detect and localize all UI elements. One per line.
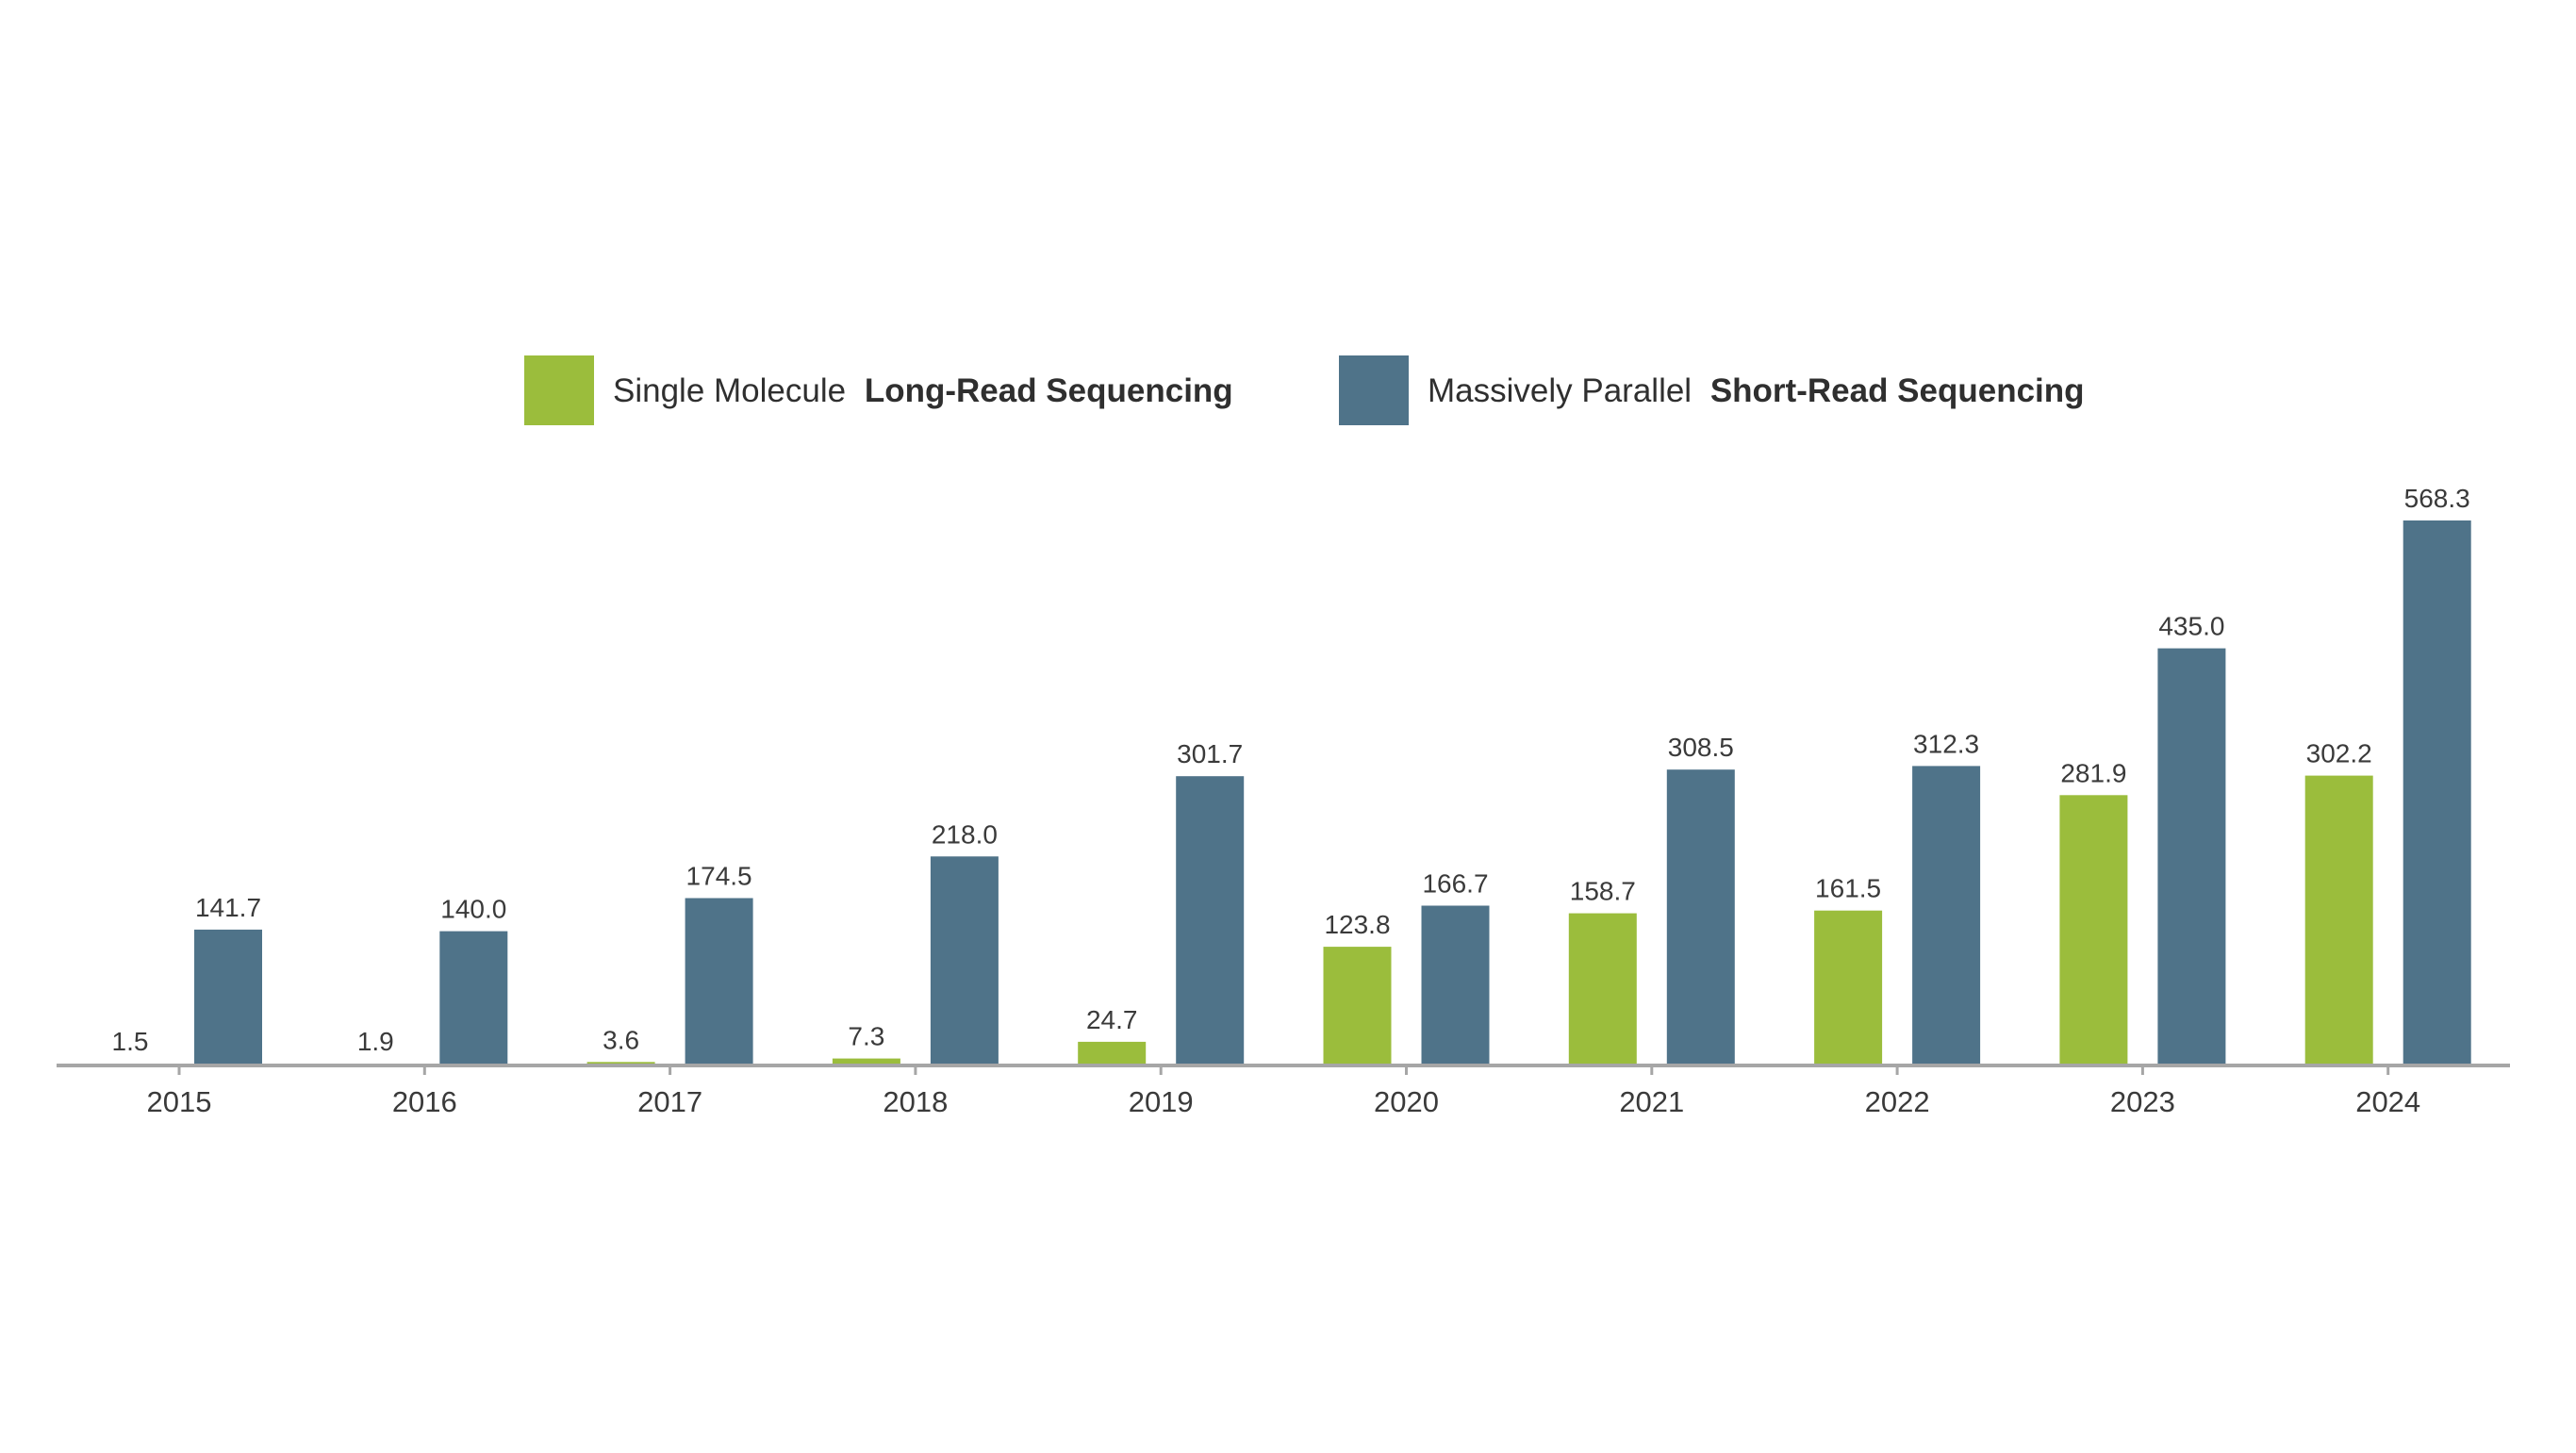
bar-short-read-2020 [1421, 905, 1490, 1065]
value-label-long-read-2017: 3.6 [603, 1025, 639, 1054]
value-label-short-read-2015: 141.7 [195, 893, 261, 922]
x-tick-label-2021: 2021 [1619, 1085, 1684, 1118]
value-label-long-read-2015: 1.5 [112, 1027, 149, 1056]
x-tick-label-2016: 2016 [392, 1085, 457, 1118]
legend: Single Molecule Long-Read Sequencing Mas… [524, 355, 2085, 425]
x-tick-label-2017: 2017 [637, 1085, 702, 1118]
x-axis [57, 1064, 2510, 1075]
bar-short-read-2018 [930, 856, 999, 1065]
bar-short-read-2016 [439, 931, 508, 1065]
value-label-short-read-2017: 174.5 [686, 862, 752, 891]
bar-long-read-2023 [2059, 795, 2128, 1065]
x-tick-label-2019: 2019 [1129, 1085, 1194, 1118]
value-label-long-read-2024: 302.2 [2306, 739, 2372, 768]
bar-short-read-2017 [685, 898, 753, 1065]
value-label-short-read-2018: 218.0 [932, 819, 998, 849]
bar-long-read-2019 [1078, 1041, 1147, 1065]
x-tick-label-2022: 2022 [1865, 1085, 1930, 1118]
legend-swatch-long-read [524, 355, 594, 425]
value-label-short-read-2020: 166.7 [1422, 869, 1488, 899]
bar-short-read-2024 [2403, 520, 2471, 1065]
value-label-long-read-2019: 24.7 [1086, 1005, 1138, 1034]
legend-label-short-read: Massively Parallel Short-Read Sequencing [1428, 372, 2085, 409]
x-tick-label-2023: 2023 [2110, 1085, 2175, 1118]
bar-long-read-2024 [2304, 775, 2373, 1065]
value-label-short-read-2023: 435.0 [2158, 612, 2224, 641]
legend-label-long-read-bold: Long-Read Sequencing [865, 372, 1233, 409]
value-label-long-read-2018: 7.3 [848, 1022, 884, 1051]
value-label-short-read-2022: 312.3 [1913, 729, 1979, 758]
value-label-long-read-2020: 123.8 [1324, 910, 1390, 939]
x-tick-label-2018: 2018 [883, 1085, 948, 1118]
value-label-short-read-2021: 308.5 [1668, 733, 1734, 762]
legend-label-short-read-regular: Massively Parallel [1428, 372, 1692, 409]
x-tick-labels: 2015 2016 2017 2018 2019 2020 2021 2022 2023 2024 [147, 1085, 2421, 1118]
value-label-long-read-2023: 281.9 [2060, 758, 2126, 787]
legend-label-short-read-bold: Short-Read Sequencing [1710, 372, 2085, 409]
bar-short-read-2019 [1176, 776, 1245, 1065]
bar-long-read-2018 [832, 1058, 900, 1065]
bar-long-read-2020 [1323, 947, 1392, 1065]
bar-short-read-2022 [1912, 766, 1981, 1065]
bar-long-read-2021 [1568, 913, 1637, 1065]
value-label-short-read-2024: 568.3 [2404, 484, 2470, 513]
value-labels: 1.5 141.7 1.9 140.0 3.6 174.5 7.3 218.0 24.7 301.… [112, 484, 2470, 1056]
x-tick-label-2024: 2024 [2355, 1085, 2420, 1118]
bar-short-read-2021 [1666, 769, 1735, 1065]
bar-short-read-2015 [194, 929, 262, 1065]
value-label-short-read-2019: 301.7 [1177, 739, 1243, 768]
x-tick-label-2015: 2015 [147, 1085, 212, 1118]
legend-swatch-short-read [1339, 355, 1409, 425]
value-label-long-read-2016: 1.9 [357, 1027, 394, 1056]
value-label-long-read-2021: 158.7 [1570, 877, 1636, 906]
legend-label-long-read-regular: Single Molecule [613, 372, 846, 409]
bar-short-read-2023 [2157, 648, 2226, 1065]
value-label-long-read-2022: 161.5 [1815, 874, 1881, 903]
bars [96, 520, 2471, 1065]
x-tick-label-2020: 2020 [1374, 1085, 1439, 1118]
bar-long-read-2022 [1814, 910, 1883, 1065]
legend-label-long-read: Single Molecule Long-Read Sequencing [613, 372, 1233, 409]
value-label-short-read-2016: 140.0 [440, 895, 506, 924]
